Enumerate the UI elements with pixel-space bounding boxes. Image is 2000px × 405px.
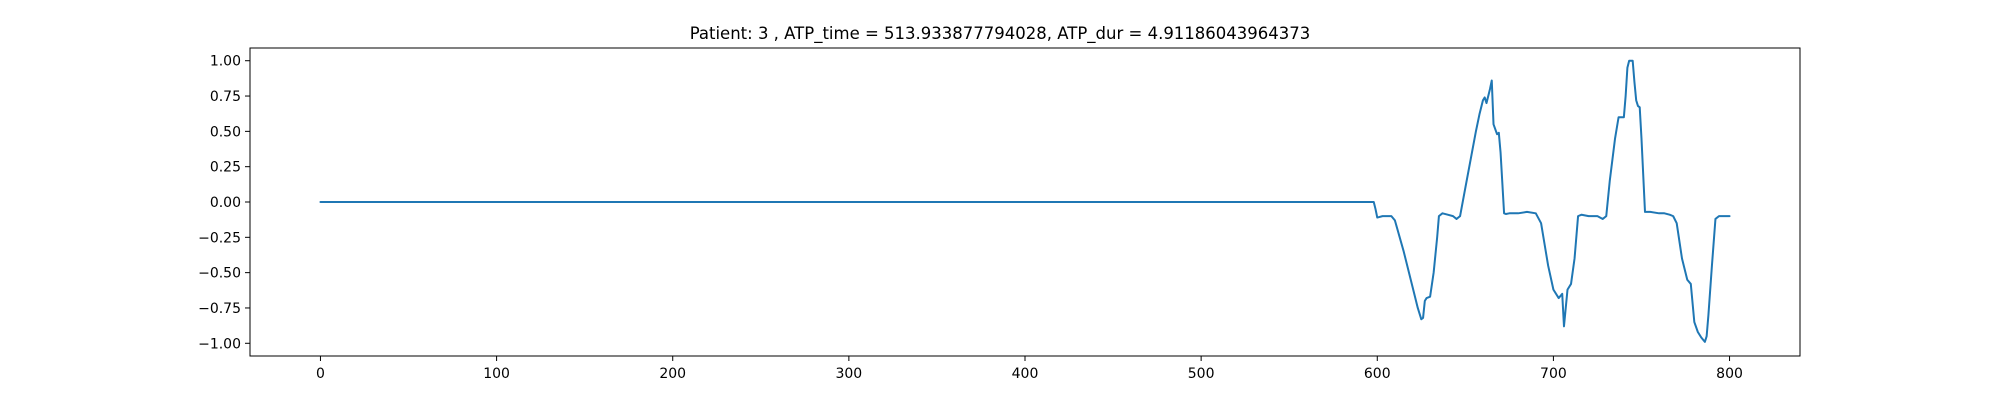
y-tick-label: 0.25 bbox=[210, 160, 241, 176]
x-tick-label: 700 bbox=[1540, 366, 1567, 382]
y-tick-label: −0.75 bbox=[198, 301, 241, 317]
plot-frame bbox=[249, 47, 1801, 357]
y-axis: 1.00 0.75 0.50 0.25 0.00 −0.25 −0.50 −0.75 −1.00 bbox=[198, 54, 250, 352]
x-tick-label: 800 bbox=[1716, 366, 1743, 382]
plot-area bbox=[319, 59, 1731, 343]
x-tick-label: 500 bbox=[1188, 366, 1215, 382]
y-tick-label: −0.50 bbox=[198, 266, 241, 282]
x-tick-label: 300 bbox=[835, 366, 862, 382]
y-tick-label: 1.00 bbox=[210, 54, 241, 70]
x-tick-label: 400 bbox=[1012, 366, 1039, 382]
y-tick-label: −1.00 bbox=[198, 336, 241, 352]
y-tick-label: 0.00 bbox=[210, 195, 241, 211]
x-axis: 0 100 200 300 400 500 600 700 800 bbox=[316, 356, 1743, 382]
x-tick-label: 600 bbox=[1364, 366, 1391, 382]
chart-title: Patient: 3 , ATP_time = 513.933877794028… bbox=[690, 24, 1311, 44]
y-tick-label: 0.75 bbox=[210, 89, 241, 105]
series-line-0 bbox=[319, 59, 1731, 343]
x-tick-label: 200 bbox=[659, 366, 686, 382]
x-tick-label: 0 bbox=[316, 366, 325, 382]
y-tick-label: −0.25 bbox=[198, 230, 241, 246]
x-tick-label: 100 bbox=[483, 366, 510, 382]
y-tick-label: 0.50 bbox=[210, 124, 241, 140]
